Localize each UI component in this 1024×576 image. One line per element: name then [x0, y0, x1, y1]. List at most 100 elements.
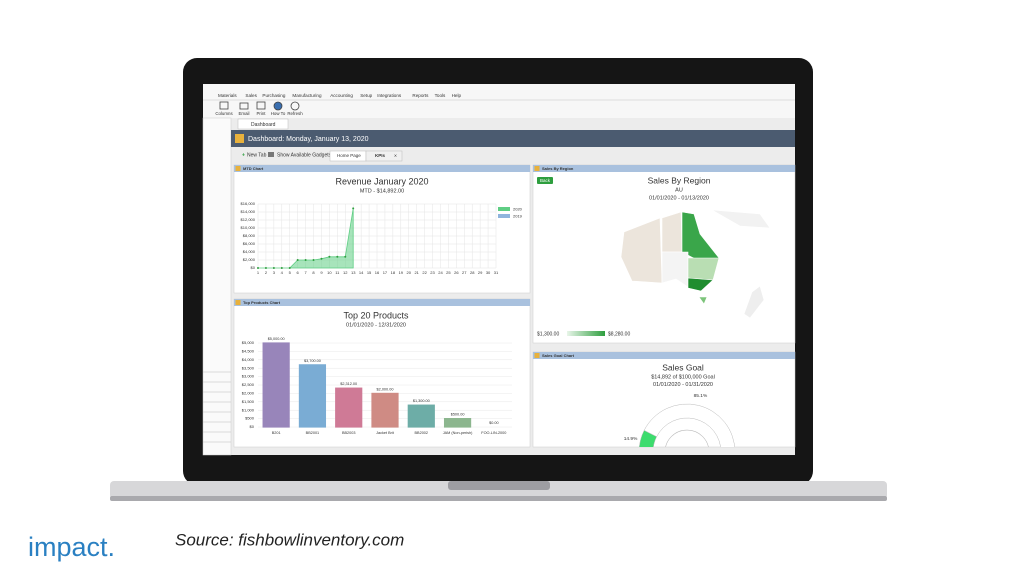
- x-tick-label: 19: [399, 270, 404, 275]
- x-tick-label: 2: [265, 270, 268, 275]
- panel-icon: [235, 166, 241, 171]
- region-tas: [698, 296, 708, 305]
- action[interactable]: New Tab: [247, 152, 267, 158]
- icon-columns: [219, 101, 229, 110]
- x-tick-label: 25: [446, 270, 451, 275]
- panel-title: MTD Chart: [243, 166, 264, 171]
- toolbar-icons: [219, 101, 300, 111]
- value-label: $2,000.00: [377, 387, 394, 391]
- x-tick-label: 3: [273, 270, 276, 275]
- menu-item[interactable]: Manufacturing: [292, 93, 322, 98]
- y-tick-label: $4,000: [242, 357, 255, 362]
- menu-item[interactable]: Materials: [218, 93, 237, 98]
- menu-item[interactable]: Integrations: [377, 93, 402, 98]
- panel-header: [533, 165, 795, 172]
- icon-email: [239, 102, 249, 110]
- x-tick-label: B201: [272, 431, 281, 435]
- point: [272, 267, 275, 269]
- x-tick-label: 10: [327, 270, 332, 275]
- chart-subtitle: 01/01/2020 - 12/31/2020: [346, 322, 406, 328]
- toolbar-label[interactable]: Email: [239, 111, 250, 116]
- tab-label[interactable]: Home Page: [337, 153, 361, 158]
- chart-title: Sales By Region: [648, 175, 711, 185]
- y-tick-label: $2,000: [243, 257, 256, 262]
- y-tick-label: $8,000: [243, 233, 256, 238]
- menu-item[interactable]: Tools: [435, 93, 446, 98]
- panel-title: Top Products Chart: [243, 300, 281, 305]
- icon-howto: [273, 101, 283, 111]
- y-tick-label: $2,000: [242, 390, 255, 395]
- x-tick-label: Jacket Brit: [376, 431, 395, 435]
- panel-title: Sales Goal Chart: [542, 353, 575, 358]
- gadget-icon: [268, 152, 274, 157]
- point: [296, 259, 299, 261]
- region-sa: [661, 251, 689, 288]
- y-tick-label: $3,000: [242, 374, 255, 379]
- x-tick-label: 26: [454, 270, 459, 275]
- region-png: [711, 209, 771, 229]
- sidebar: [202, 117, 232, 456]
- x-tick-label: 15: [367, 270, 372, 275]
- x-tick-label: 31: [494, 270, 499, 275]
- back-button-label[interactable]: Back: [540, 178, 551, 183]
- menu-item[interactable]: Reports: [412, 93, 429, 98]
- toolbar-label[interactable]: Print: [256, 111, 266, 116]
- menu-item[interactable]: Help: [452, 93, 462, 98]
- y-tick-label: $16,000: [241, 201, 256, 206]
- gauge-inner-ring: [665, 429, 709, 447]
- x-tick-label: BB2002: [415, 431, 429, 435]
- y-tick-label: $5,000: [242, 340, 255, 345]
- legend-label: 2019: [513, 213, 523, 218]
- dashboard-tab-label[interactable]: Dashboard: [251, 122, 276, 128]
- x-tick-label: 28: [470, 270, 475, 275]
- dashboard-title: Dashboard: Monday, January 13, 2020: [248, 136, 369, 143]
- laptop-notch: [448, 481, 550, 490]
- x-tick-label: 8: [312, 270, 315, 275]
- logo: impact.: [28, 532, 115, 562]
- chart-date: 01/01/2020 - 01/13/2020: [649, 195, 709, 201]
- x-tick-label: 17: [383, 270, 388, 275]
- region-vic: [687, 277, 714, 292]
- tab-label[interactable]: KPIs: [375, 153, 386, 158]
- menu-item[interactable]: Setup: [360, 93, 372, 98]
- menu-item[interactable]: Accounting: [330, 93, 353, 98]
- toolbar-label[interactable]: Refresh: [287, 111, 303, 116]
- charts: Revenue January 2020 MTD - $14,892.00 $0 $2…: [241, 175, 735, 447]
- tab-close[interactable]: ×: [394, 153, 397, 159]
- source: Source: fishbowlinventory.com: [175, 530, 404, 549]
- back-button[interactable]: [537, 177, 553, 184]
- x-tick-label: 7: [304, 270, 307, 275]
- legend-swatch: [498, 207, 510, 211]
- y-tick-label: $14,000: [241, 209, 256, 214]
- x-tick-label: 29: [478, 270, 483, 275]
- point: [336, 255, 339, 258]
- toolbar-label[interactable]: How To: [271, 111, 286, 116]
- action[interactable]: Show Available Gadgets: [277, 152, 332, 158]
- y-tick-label: $3,500: [242, 365, 255, 370]
- dashboard-tab[interactable]: [237, 118, 289, 130]
- bar: [443, 418, 472, 428]
- x-tick-label: 21: [414, 270, 419, 275]
- toolbar-label[interactable]: Columns: [215, 111, 233, 116]
- chart-subtitle: MTD - $14,892.00: [360, 188, 404, 194]
- point: [257, 267, 259, 269]
- menu-item[interactable]: Sales: [245, 93, 257, 98]
- point: [312, 259, 315, 261]
- x-tick-label: 22: [422, 270, 427, 275]
- x-tick-label: 4: [281, 270, 284, 275]
- legend-swatch: [498, 214, 510, 218]
- value-label: $5,000.00: [268, 337, 285, 341]
- tab[interactable]: [365, 150, 403, 162]
- x-tick-label: 11: [335, 270, 340, 275]
- y-tick-label: $0: [251, 265, 256, 270]
- scale-label: $1,300.00: [537, 331, 559, 337]
- point: [328, 255, 331, 258]
- bar: [335, 387, 363, 428]
- panel-icon: [534, 166, 540, 171]
- menu-item[interactable]: Purchasing: [262, 93, 285, 98]
- x-tick-label: 23: [430, 270, 435, 275]
- x-tick-label: 13: [351, 270, 356, 275]
- scale-label: $8,280.00: [608, 331, 630, 337]
- x-tick-label: FOO-LIN-2000: [481, 431, 506, 435]
